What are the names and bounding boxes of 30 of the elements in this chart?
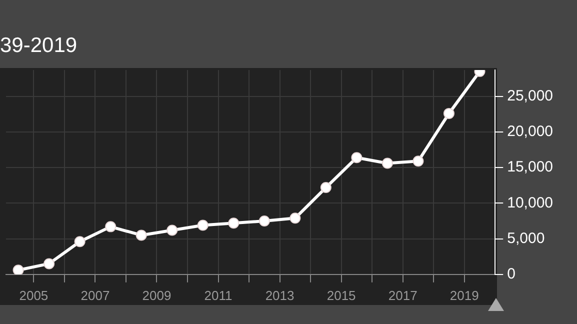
point	[290, 212, 301, 224]
y-tick-label: 20,000	[507, 123, 554, 140]
y-tick-label: 0	[507, 266, 516, 283]
point	[12, 264, 24, 274]
y-tick-label: 10,000	[507, 194, 554, 212]
x-tick-label: 2015	[326, 288, 356, 303]
point	[136, 230, 147, 241]
point	[412, 156, 424, 167]
point	[320, 182, 332, 194]
point	[44, 258, 55, 270]
point	[258, 215, 270, 226]
point	[228, 218, 240, 229]
x-tick-label: 2009	[142, 288, 172, 303]
x-tick-label: 2019	[450, 288, 479, 303]
point	[105, 221, 116, 232]
x-tick-label: 2017	[388, 288, 418, 303]
y-tick-label: 5,000	[507, 230, 545, 247]
y-tick-label: 25,000	[507, 87, 554, 104]
point	[166, 224, 178, 236]
x-tick-label: 2013	[265, 288, 294, 303]
chart-title: 39-2019	[0, 34, 78, 58]
point	[74, 236, 86, 248]
x-tick-label: 2011	[204, 288, 232, 303]
point	[197, 220, 208, 231]
point	[382, 158, 393, 169]
y-tick-label: 15,000	[507, 158, 554, 176]
x-tick-label: 2005	[19, 288, 48, 303]
x-tick-label: 2007	[80, 288, 110, 303]
point	[443, 108, 454, 119]
point	[351, 152, 362, 164]
